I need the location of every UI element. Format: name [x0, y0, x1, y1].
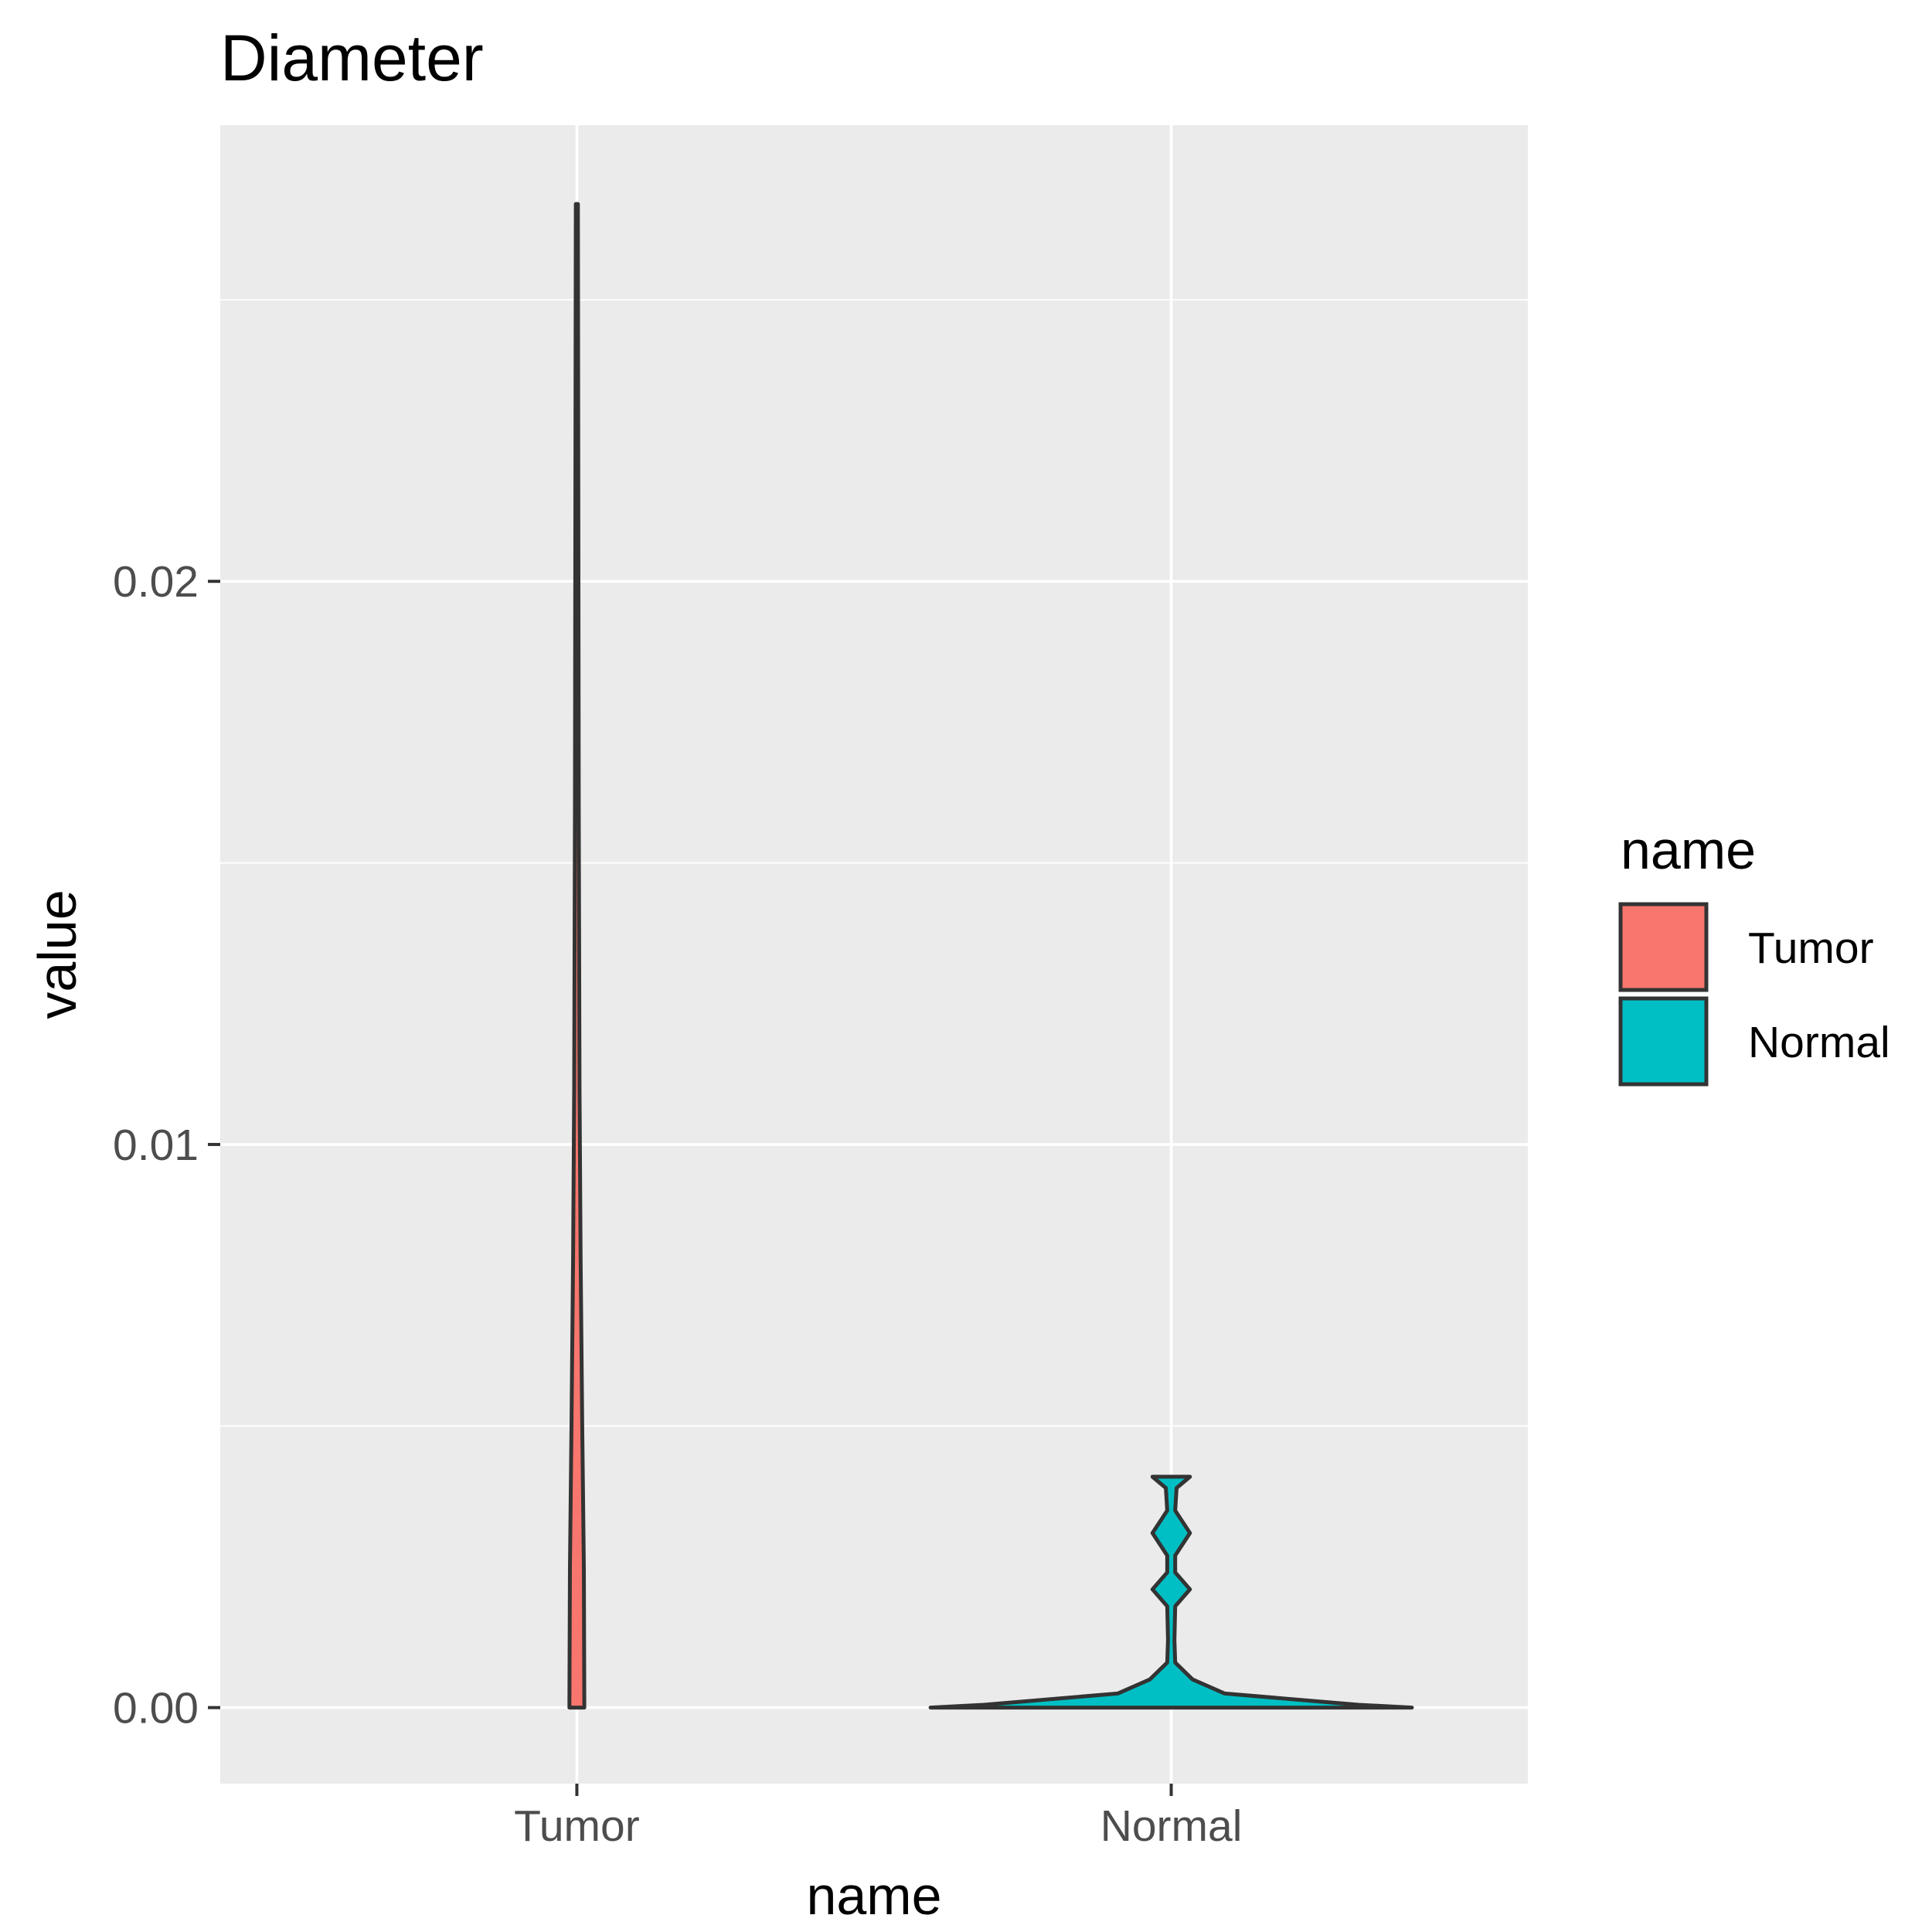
legend-swatch-normal [1618, 996, 1709, 1087]
x-axis-title: name [806, 1866, 941, 1926]
x-tick-label: Tumor [514, 1801, 640, 1851]
y-axis: 0.00 0.01 0.02 [113, 557, 220, 1733]
y-axis-title: value [27, 889, 87, 1019]
chart-title: Diameter [220, 22, 484, 94]
panel-background [220, 125, 1528, 1784]
legend-swatch-tumor [1618, 902, 1709, 992]
violin-normal [928, 1475, 1414, 1710]
x-tick-label: Normal [1100, 1801, 1243, 1851]
y-tick-label: 0.02 [113, 557, 199, 607]
violins [567, 202, 1414, 1710]
legend-label-normal: Normal [1748, 1018, 1890, 1067]
legend-entries: Tumor Normal [1618, 902, 1890, 1087]
legend-label-tumor: Tumor [1748, 923, 1874, 973]
plot-panel [220, 125, 1528, 1784]
y-tick-label: 0.00 [113, 1684, 199, 1733]
violin-tumor [567, 202, 587, 1710]
legend-title: name [1621, 820, 1756, 880]
x-axis: Tumor Normal [514, 1784, 1242, 1851]
legend: name Tumor Normal [1618, 820, 1890, 1087]
y-tick-label: 0.01 [113, 1121, 199, 1170]
